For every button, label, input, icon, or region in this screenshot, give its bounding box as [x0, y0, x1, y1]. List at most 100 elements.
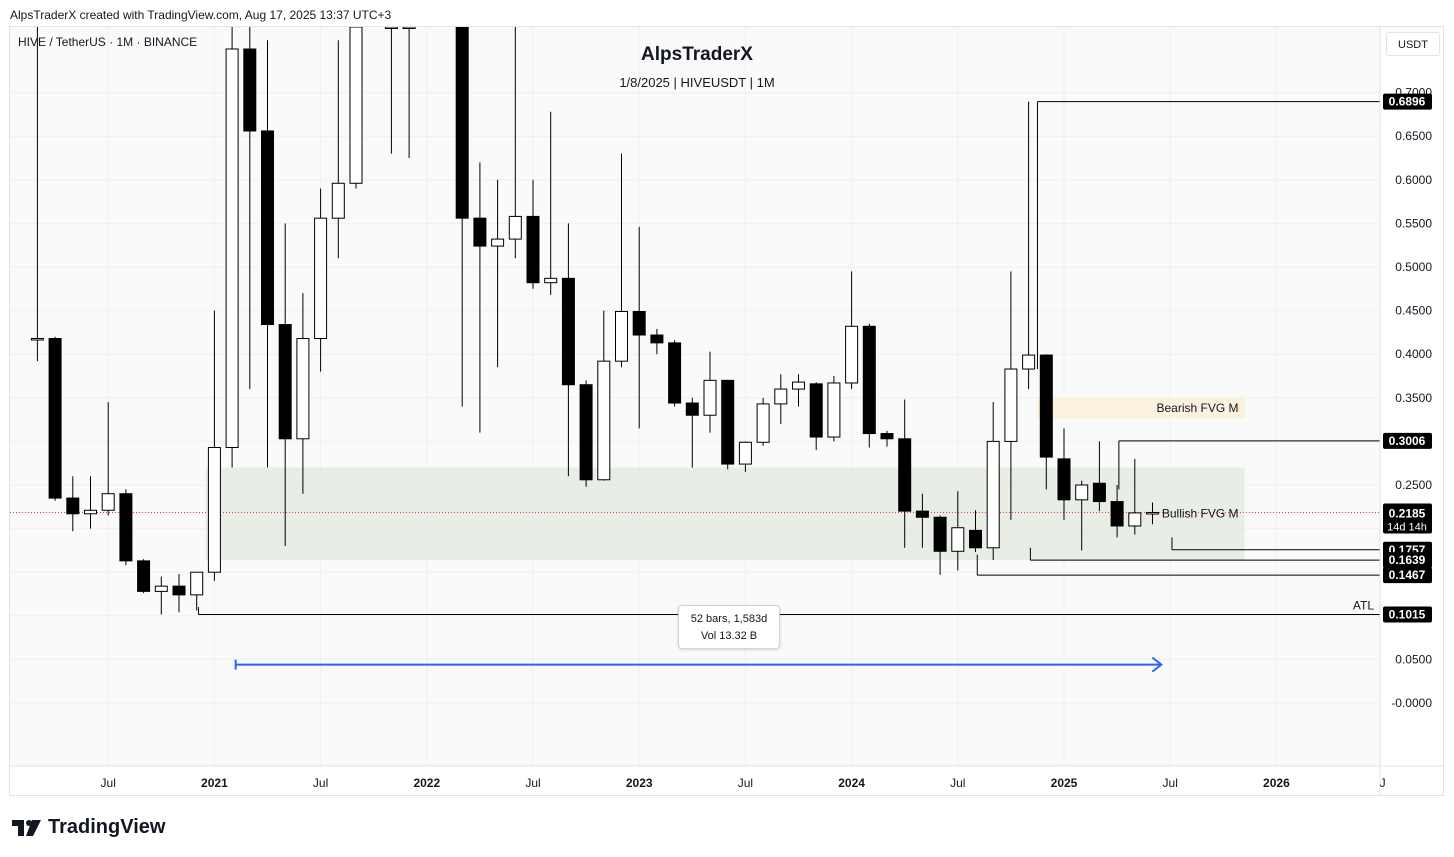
chart-title: AlpsTraderX	[641, 44, 753, 65]
candle-body	[491, 238, 505, 247]
plot-layer	[10, 27, 1380, 766]
candle-body	[792, 381, 805, 390]
atl-label: ATL	[1353, 598, 1374, 612]
candle-body	[1004, 368, 1018, 442]
candle-body	[48, 338, 62, 499]
x-tick-label: 2025	[1051, 776, 1078, 790]
y-tick-label: 0.6500	[1395, 129, 1432, 143]
candle-body	[1110, 501, 1124, 527]
x-tick-label: Jul	[101, 776, 116, 790]
candle-countdown-text: 14d 14h	[1387, 521, 1427, 533]
level-price-badge-text: 0.1467	[1389, 568, 1426, 582]
level-price-badge-text: 0.1015	[1389, 607, 1426, 621]
y-tick-label: 0.4000	[1395, 347, 1432, 361]
candle-body	[561, 277, 575, 386]
candle-body	[349, 27, 363, 184]
candle-body	[1057, 458, 1071, 501]
candle-body	[207, 447, 221, 573]
candle-body	[1128, 512, 1142, 527]
y-tick-label: 0.3500	[1395, 391, 1432, 405]
candle-body	[296, 338, 310, 440]
x-tick-label: Jul	[1163, 776, 1178, 790]
x-tick-label: 2023	[626, 776, 653, 790]
candle-body	[1075, 484, 1089, 501]
chart-frame	[9, 26, 1444, 796]
y-tick-label: -0.0000	[1391, 696, 1432, 710]
candle-body	[384, 27, 398, 29]
candle-body	[508, 215, 522, 240]
level-price-badge-text: 0.1639	[1389, 553, 1426, 567]
measure-volume-text: Vol 13.32 B	[700, 630, 758, 642]
candle-body	[66, 497, 80, 515]
candle-body	[261, 130, 274, 326]
candle-body	[579, 384, 593, 481]
candle-body	[969, 529, 982, 549]
candle-body	[933, 516, 947, 552]
measure-tooltip: 52 bars, 1,583d Vol 13.32 B	[678, 605, 780, 649]
y-tick-label: 0.6000	[1395, 173, 1432, 187]
candle-body	[314, 217, 328, 340]
x-tick-label: 2021	[201, 776, 228, 790]
candle-body	[526, 215, 540, 284]
candle-body	[703, 379, 717, 416]
candle-body	[880, 433, 894, 440]
candle-body	[119, 493, 133, 562]
candle-body	[1146, 511, 1159, 515]
candle-body	[597, 360, 611, 481]
chart-subtitle: 1/8/2025 | HIVEUSDT | 1M	[619, 75, 775, 90]
candle-body	[951, 527, 965, 552]
level-price-badge	[1383, 606, 1432, 623]
candle-body	[615, 310, 628, 362]
candle-body	[154, 585, 168, 592]
candle-body	[331, 182, 345, 219]
candle-body	[685, 402, 699, 416]
candle-body	[668, 342, 682, 404]
candle-body	[845, 325, 859, 384]
tradingview-logo-text: TradingView	[48, 816, 166, 838]
candle-body	[1039, 354, 1053, 458]
candle-body	[544, 277, 558, 284]
candle-body	[915, 510, 929, 518]
level-price-badge	[1383, 552, 1432, 569]
x-tick-label: 2024	[838, 776, 865, 790]
candle-body	[243, 48, 257, 132]
candle-body	[986, 440, 1000, 549]
symbol-info[interactable]: HIVE / TetherUS · 1M · BINANCE	[18, 35, 198, 49]
candle-body	[278, 324, 292, 440]
level-price-badge-text: 0.6896	[1389, 95, 1426, 109]
tradingview-logo[interactable]: TradingView	[12, 816, 165, 839]
candle-body	[101, 493, 115, 511]
y-tick-label: 0.2500	[1395, 478, 1432, 492]
tradingview-logo-icon	[12, 819, 41, 836]
candle-body	[172, 585, 186, 596]
candle-body	[827, 382, 841, 438]
candle-body	[1022, 354, 1036, 370]
candle-body	[650, 334, 664, 344]
x-tick-label: Jul	[313, 776, 328, 790]
candle-body	[774, 388, 788, 405]
bullish-fvg-label: Bullish FVG M	[1162, 506, 1239, 520]
y-tick-label: 0.5000	[1395, 260, 1432, 274]
current-price-badge	[1383, 503, 1432, 534]
candle-body	[84, 509, 97, 515]
candle-body	[30, 338, 44, 341]
y-tick-label: 0.0500	[1395, 652, 1432, 666]
measure-bars-text: 52 bars, 1,583d	[690, 613, 768, 625]
level-price-badge	[1383, 93, 1432, 110]
x-tick-label: 2026	[1263, 776, 1290, 790]
candle-body	[1092, 482, 1106, 503]
currency-button[interactable]: USDT	[1386, 32, 1440, 56]
candle-body	[455, 27, 469, 219]
candle-body	[473, 217, 487, 247]
candle-body	[225, 48, 239, 449]
chart-credit: AlpsTraderX created with TradingView.com…	[10, 8, 392, 22]
x-tick-label: 2022	[413, 776, 440, 790]
candle-body	[738, 441, 752, 465]
candle-body	[756, 403, 770, 443]
bullish-fvg-zone	[205, 467, 1245, 561]
measure-arrow-head	[1151, 656, 1163, 673]
level-price-badge-text: 0.3006	[1389, 434, 1426, 448]
bearish-fvg-zone	[1037, 397, 1245, 419]
level-price-badge	[1383, 432, 1432, 449]
